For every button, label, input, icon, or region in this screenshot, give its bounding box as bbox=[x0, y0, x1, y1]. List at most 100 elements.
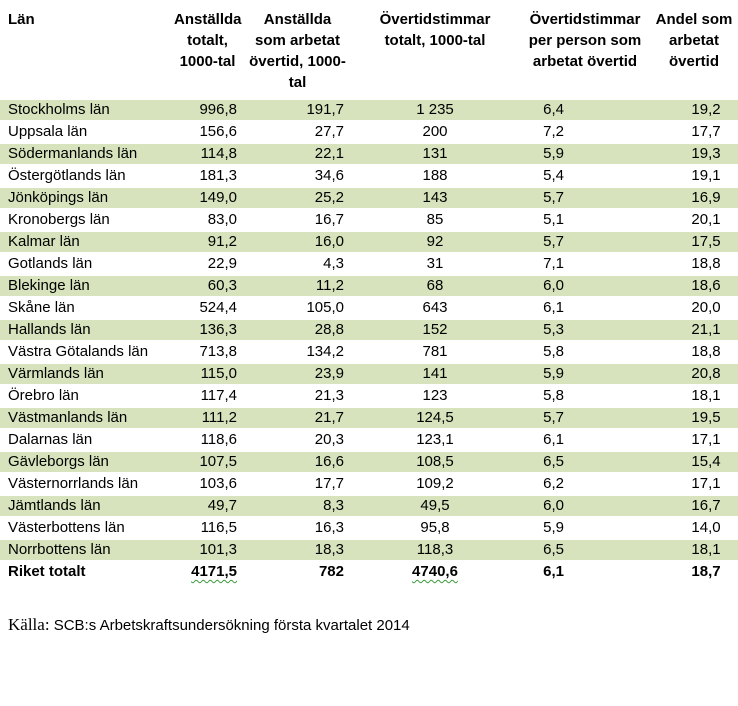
table-row: Västra Götalands län 713,8 134,2 781 5,8 18,8 bbox=[0, 340, 738, 364]
cell-overtidstimmar-totalt: 152 bbox=[350, 318, 520, 342]
cell-anstallda-totalt: 115,0 bbox=[170, 362, 245, 386]
cell-timmar-per-person: 5,9 bbox=[520, 142, 650, 166]
cell-anstallda-overtid: 16,7 bbox=[245, 208, 350, 232]
spellcheck-squiggle-value: 4740,6 bbox=[412, 563, 458, 580]
cell-anstallda-overtid: 16,0 bbox=[245, 230, 350, 254]
cell-andel-overtid: 18,8 bbox=[650, 252, 738, 276]
spellcheck-squiggle-value: 4171,5 bbox=[191, 563, 237, 580]
cell-anstallda-totalt: 49,7 bbox=[170, 494, 245, 518]
table-row: Västernorrlands län 103,6 17,7 109,2 6,2 17,1 bbox=[0, 472, 738, 496]
cell-overtidstimmar-totalt: 200 bbox=[350, 120, 520, 144]
cell-timmar-per-person: 6,1 bbox=[520, 560, 650, 584]
cell-andel-overtid: 19,3 bbox=[650, 142, 738, 166]
cell-anstallda-overtid: 20,3 bbox=[245, 428, 350, 452]
cell-anstallda-overtid: 34,6 bbox=[245, 164, 350, 188]
cell-overtidstimmar-totalt: 143 bbox=[350, 186, 520, 210]
cell-anstallda-overtid: 23,9 bbox=[245, 362, 350, 386]
cell-anstallda-totalt: 117,4 bbox=[170, 384, 245, 408]
cell-lan: Södermanlands län bbox=[0, 142, 170, 166]
cell-lan: Blekinge län bbox=[0, 274, 170, 298]
cell-anstallda-overtid: 16,6 bbox=[245, 450, 350, 474]
cell-anstallda-totalt: 996,8 bbox=[170, 98, 245, 122]
cell-overtidstimmar-totalt: 1 235 bbox=[350, 98, 520, 122]
cell-andel-overtid: 17,1 bbox=[650, 472, 738, 496]
cell-andel-overtid: 18,6 bbox=[650, 274, 738, 298]
cell-anstallda-totalt: 116,5 bbox=[170, 516, 245, 540]
cell-anstallda-totalt: 103,6 bbox=[170, 472, 245, 496]
cell-lan: Hallands län bbox=[0, 318, 170, 342]
cell-lan: Uppsala län bbox=[0, 120, 170, 144]
cell-overtidstimmar-totalt: 188 bbox=[350, 164, 520, 188]
cell-lan: Västra Götalands län bbox=[0, 340, 170, 364]
cell-anstallda-totalt: 181,3 bbox=[170, 164, 245, 188]
cell-timmar-per-person: 5,7 bbox=[520, 230, 650, 254]
cell-andel-overtid: 15,4 bbox=[650, 450, 738, 474]
cell-anstallda-overtid: 4,3 bbox=[245, 252, 350, 276]
overtime-statistics-table: Län Anställda totalt, 1000-tal Anställda… bbox=[0, 11, 738, 584]
table-row: Jönköpings län 149,0 25,2 143 5,7 16,9 bbox=[0, 186, 738, 210]
cell-timmar-per-person: 6,5 bbox=[520, 450, 650, 474]
cell-andel-overtid: 20,1 bbox=[650, 208, 738, 232]
cell-lan: Jämtlands län bbox=[0, 494, 170, 518]
cell-andel-overtid: 18,8 bbox=[650, 340, 738, 364]
cell-overtidstimmar-totalt: 124,5 bbox=[350, 406, 520, 430]
cell-timmar-per-person: 5,4 bbox=[520, 164, 650, 188]
cell-timmar-per-person: 5,3 bbox=[520, 318, 650, 342]
cell-anstallda-overtid: 134,2 bbox=[245, 340, 350, 364]
cell-lan: Riket totalt bbox=[0, 560, 170, 584]
cell-lan: Gotlands län bbox=[0, 252, 170, 276]
cell-lan: Kalmar län bbox=[0, 230, 170, 254]
cell-overtidstimmar-totalt: 4740,6 bbox=[350, 560, 520, 584]
cell-anstallda-totalt: 91,2 bbox=[170, 230, 245, 254]
cell-timmar-per-person: 6,1 bbox=[520, 296, 650, 320]
cell-anstallda-overtid: 191,7 bbox=[245, 98, 350, 122]
cell-overtidstimmar-totalt: 108,5 bbox=[350, 450, 520, 474]
cell-lan: Jönköpings län bbox=[0, 186, 170, 210]
cell-timmar-per-person: 5,8 bbox=[520, 384, 650, 408]
cell-overtidstimmar-totalt: 31 bbox=[350, 252, 520, 276]
table-row: Blekinge län 60,3 11,2 68 6,0 18,6 bbox=[0, 274, 738, 298]
cell-timmar-per-person: 5,9 bbox=[520, 516, 650, 540]
table-row: Västmanlands län 111,2 21,7 124,5 5,7 19,5 bbox=[0, 406, 738, 430]
source-text: SCB:s Arbetskraftsundersökning första kv… bbox=[53, 617, 410, 634]
cell-anstallda-totalt: 83,0 bbox=[170, 208, 245, 232]
cell-lan: Västernorrlands län bbox=[0, 472, 170, 496]
cell-anstallda-totalt: 156,6 bbox=[170, 120, 245, 144]
cell-timmar-per-person: 6,1 bbox=[520, 428, 650, 452]
cell-anstallda-overtid: 21,7 bbox=[245, 406, 350, 430]
cell-timmar-per-person: 6,0 bbox=[520, 274, 650, 298]
table-row: Dalarnas län 118,6 20,3 123,1 6,1 17,1 bbox=[0, 428, 738, 452]
cell-anstallda-overtid: 18,3 bbox=[245, 538, 350, 562]
cell-andel-overtid: 20,0 bbox=[650, 296, 738, 320]
cell-anstallda-totalt: 22,9 bbox=[170, 252, 245, 276]
cell-overtidstimmar-totalt: 49,5 bbox=[350, 494, 520, 518]
cell-anstallda-overtid: 11,2 bbox=[245, 274, 350, 298]
cell-andel-overtid: 17,7 bbox=[650, 120, 738, 144]
cell-andel-overtid: 18,1 bbox=[650, 538, 738, 562]
cell-overtidstimmar-totalt: 643 bbox=[350, 296, 520, 320]
cell-timmar-per-person: 5,7 bbox=[520, 186, 650, 210]
cell-overtidstimmar-totalt: 95,8 bbox=[350, 516, 520, 540]
cell-andel-overtid: 19,5 bbox=[650, 406, 738, 430]
cell-anstallda-totalt: 111,2 bbox=[170, 406, 245, 430]
cell-anstallda-totalt: 149,0 bbox=[170, 186, 245, 210]
cell-timmar-per-person: 6,4 bbox=[520, 98, 650, 122]
table-row: Södermanlands län 114,8 22,1 131 5,9 19,3 bbox=[0, 142, 738, 166]
cell-anstallda-overtid: 21,3 bbox=[245, 384, 350, 408]
table-row: Gotlands län 22,9 4,3 31 7,1 18,8 bbox=[0, 252, 738, 276]
cell-anstallda-totalt: 118,6 bbox=[170, 428, 245, 452]
cell-andel-overtid: 16,7 bbox=[650, 494, 738, 518]
cell-anstallda-overtid: 22,1 bbox=[245, 142, 350, 166]
cell-overtidstimmar-totalt: 141 bbox=[350, 362, 520, 386]
cell-timmar-per-person: 7,2 bbox=[520, 120, 650, 144]
cell-lan: Kronobergs län bbox=[0, 208, 170, 232]
cell-timmar-per-person: 7,1 bbox=[520, 252, 650, 276]
cell-lan: Örebro län bbox=[0, 384, 170, 408]
cell-andel-overtid: 19,2 bbox=[650, 98, 738, 122]
cell-anstallda-overtid: 105,0 bbox=[245, 296, 350, 320]
cell-anstallda-totalt: 107,5 bbox=[170, 450, 245, 474]
cell-lan: Västmanlands län bbox=[0, 406, 170, 430]
cell-lan: Stockholms län bbox=[0, 98, 170, 122]
cell-overtidstimmar-totalt: 123 bbox=[350, 384, 520, 408]
cell-anstallda-totalt: 524,4 bbox=[170, 296, 245, 320]
